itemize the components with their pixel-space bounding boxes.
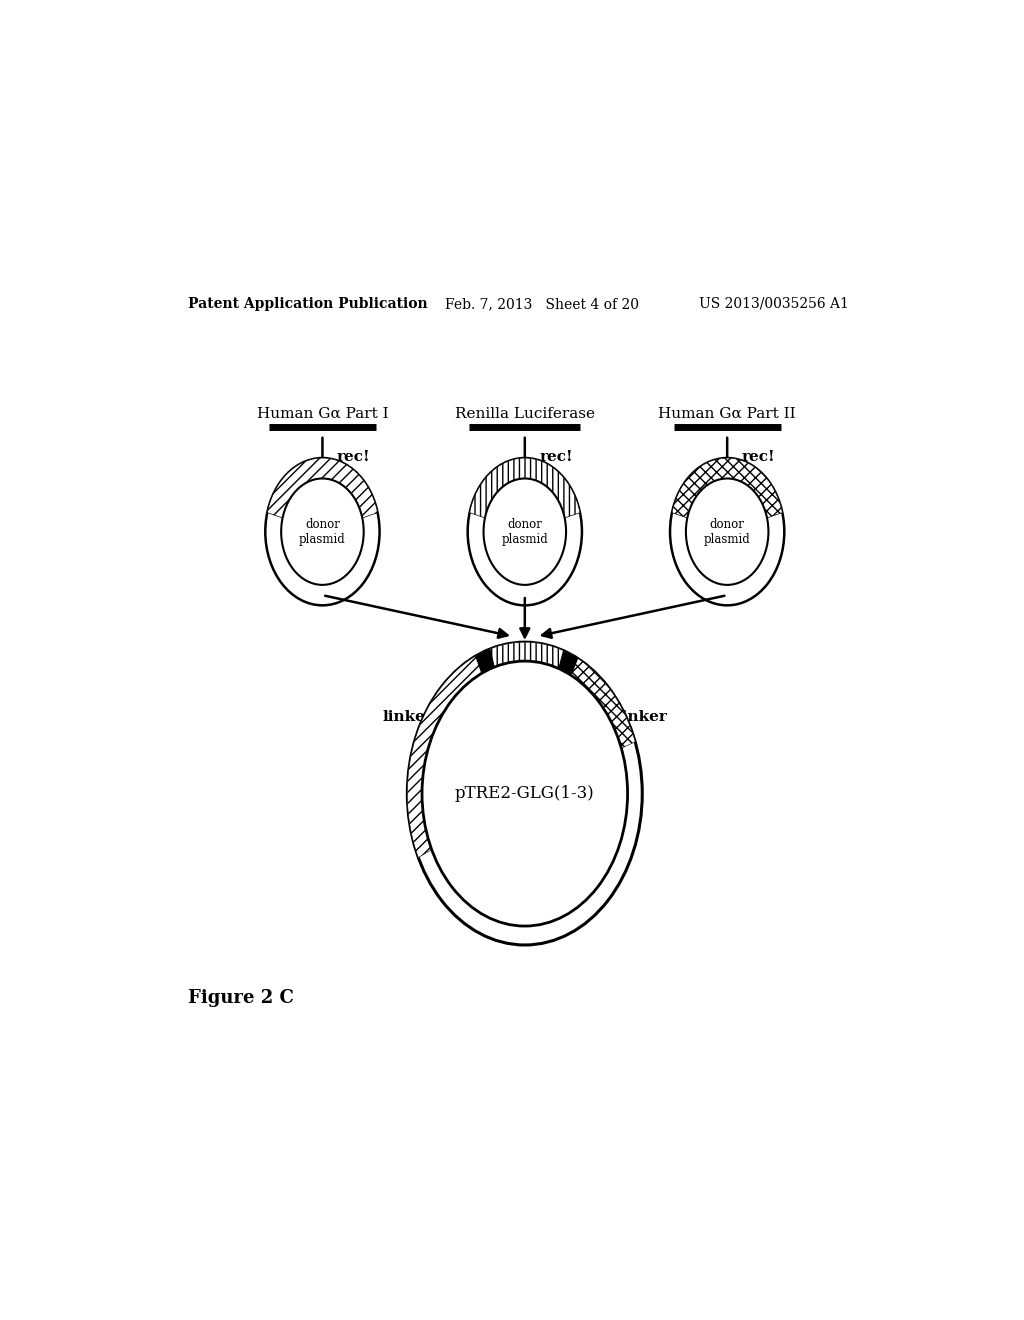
Text: linker: linker: [616, 710, 667, 723]
Polygon shape: [408, 651, 489, 858]
Ellipse shape: [265, 458, 380, 606]
Text: Renilla Luciferase: Renilla Luciferase: [455, 407, 595, 421]
Text: rec!: rec!: [539, 450, 572, 463]
Ellipse shape: [686, 478, 768, 585]
Text: rec!: rec!: [741, 450, 775, 463]
Text: Patent Application Publication: Patent Application Publication: [187, 297, 427, 312]
Text: Figure 2 C: Figure 2 C: [187, 989, 294, 1007]
Text: linker: linker: [383, 710, 433, 723]
Ellipse shape: [408, 642, 642, 945]
Polygon shape: [558, 651, 579, 676]
Polygon shape: [475, 649, 495, 673]
Ellipse shape: [468, 458, 582, 606]
Text: Human Gα Part I: Human Gα Part I: [257, 407, 388, 421]
Text: US 2013/0035256 A1: US 2013/0035256 A1: [699, 297, 849, 312]
Text: donor
plasmid: donor plasmid: [703, 517, 751, 545]
Polygon shape: [470, 458, 580, 517]
Polygon shape: [484, 642, 568, 671]
Ellipse shape: [282, 478, 364, 585]
Text: pTRE2-GLG(1-3): pTRE2-GLG(1-3): [455, 785, 595, 803]
Text: donor
plasmid: donor plasmid: [502, 517, 548, 545]
Ellipse shape: [483, 478, 566, 585]
Polygon shape: [563, 653, 635, 748]
Ellipse shape: [422, 661, 628, 927]
Text: Feb. 7, 2013   Sheet 4 of 20: Feb. 7, 2013 Sheet 4 of 20: [445, 297, 639, 312]
Ellipse shape: [670, 458, 784, 606]
Text: rec!: rec!: [337, 450, 371, 463]
Text: donor
plasmid: donor plasmid: [299, 517, 346, 545]
Text: rec!: rec!: [508, 644, 542, 659]
Polygon shape: [267, 458, 378, 517]
Text: Human Gα Part II: Human Gα Part II: [658, 407, 796, 421]
Polygon shape: [672, 458, 782, 517]
